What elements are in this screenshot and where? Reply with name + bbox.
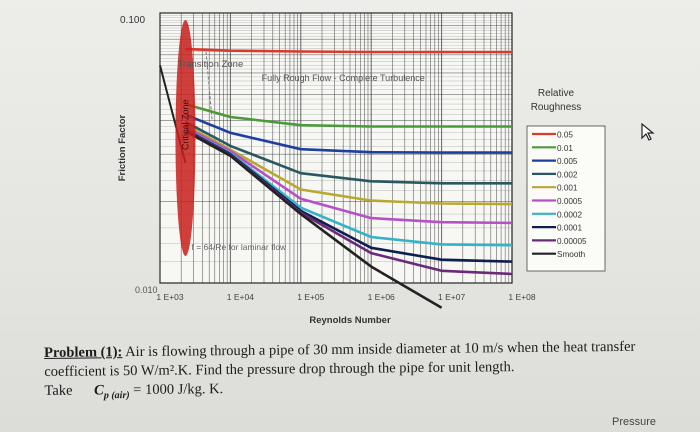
x-tick-label: 1 E+08 xyxy=(508,292,535,302)
mouse-pointer-icon xyxy=(641,122,655,141)
legend-title: Relative xyxy=(538,88,575,99)
laminar-label: f = 64/Re for laminar flow xyxy=(191,242,287,252)
transition-divider xyxy=(205,51,213,121)
critical-zone-label: Critical Zone xyxy=(180,99,190,150)
series-line-Smooth xyxy=(184,130,443,309)
cp-value: = 1000 J/kg. K. xyxy=(133,381,224,399)
footer-fragment: Pressure xyxy=(612,416,657,428)
legend-entry-0.0002: 0.0002 xyxy=(557,210,582,219)
series-line-0.01 xyxy=(185,102,512,128)
legend-entry-0.001: 0.001 xyxy=(557,184,578,193)
x-tick-label: 1 E+04 xyxy=(227,292,254,302)
legend-entry-0.0001: 0.0001 xyxy=(557,224,582,233)
problem-text: Air is flowing through a pipe of 30 mm i… xyxy=(44,338,636,380)
legend-title: Roughness xyxy=(531,102,582,113)
x-axis-label: Reynolds Number xyxy=(309,315,391,326)
problem-statement: Problem (1): Air is flowing through a pi… xyxy=(44,337,675,405)
x-tick-label: 1 E+06 xyxy=(368,292,395,302)
y-tick-label: 0.010 xyxy=(135,285,158,295)
fully-rough-label: Fully Rough Flow - Complete Turbulence xyxy=(262,73,425,83)
cp-symbol: Cp (air) xyxy=(93,382,130,402)
legend-entry-Smooth: Smooth xyxy=(557,250,586,259)
legend-entry-0.00005: 0.00005 xyxy=(557,237,587,246)
series-line-0.001 xyxy=(184,123,513,206)
take-label: Take xyxy=(44,382,73,399)
legend-box xyxy=(526,125,606,272)
legend-entry-0.0005: 0.0005 xyxy=(557,197,582,206)
series-line-0.0005 xyxy=(184,125,513,225)
x-tick-label: 1 E+05 xyxy=(297,292,324,302)
x-tick-label: 1 E+07 xyxy=(438,292,465,302)
x-tick-label: 1 E+03 xyxy=(156,292,183,302)
legend-entry-0.002: 0.002 xyxy=(557,170,578,179)
series-line-0.002 xyxy=(184,120,512,185)
transition-zone-label: Transition Zone xyxy=(178,59,244,70)
legend-entry-0.05: 0.05 xyxy=(557,131,573,140)
legend-entry-0.01: 0.01 xyxy=(557,144,573,153)
series-line-0.05 xyxy=(185,47,512,54)
series-line-0.005 xyxy=(185,113,512,154)
legend-entry-0.005: 0.005 xyxy=(557,157,578,166)
y-tick-label: 0.100 xyxy=(120,15,145,26)
problem-label: Problem (1): xyxy=(44,344,123,361)
critical-zone-band xyxy=(175,20,196,256)
y-axis-label: Friction Factor xyxy=(117,114,128,181)
